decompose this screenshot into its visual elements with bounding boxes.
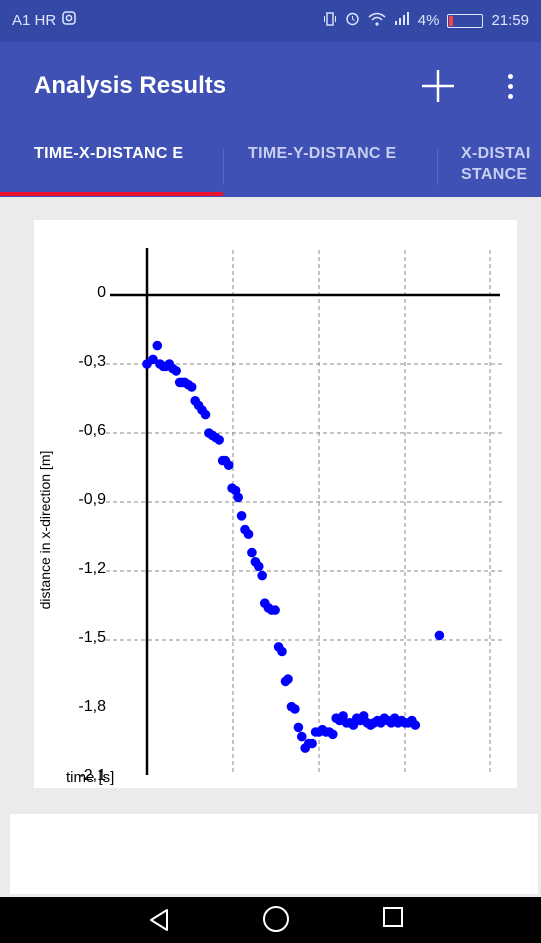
x-axis-label: time [s]	[66, 769, 114, 786]
overflow-menu-button[interactable]	[496, 64, 524, 108]
data-point	[243, 529, 254, 539]
y-tick-label: -0,3	[78, 353, 106, 370]
data-points	[142, 340, 445, 753]
data-point	[270, 605, 280, 615]
data-point	[247, 547, 257, 558]
data-point	[277, 646, 287, 657]
data-point	[200, 409, 211, 420]
y-tick-label: -1,8	[78, 698, 106, 715]
instagram-icon	[62, 11, 76, 29]
data-point	[283, 674, 293, 684]
data-point	[214, 435, 224, 445]
chart-card: 0 -0,3 -0,6 -0,9 -1,2 -1,5 -1,8 -2,1 distance i…	[34, 220, 517, 788]
data-point	[328, 729, 338, 740]
alarm-icon	[345, 11, 360, 30]
data-point	[186, 382, 197, 392]
add-button[interactable]	[416, 64, 460, 108]
chart-grid	[106, 250, 504, 775]
y-tick-label: -0,6	[78, 422, 106, 439]
status-bar: A1 HR 4% 21:59	[0, 0, 541, 42]
data-point	[254, 561, 264, 572]
data-point	[152, 340, 163, 351]
back-icon	[150, 909, 168, 931]
chart-axes	[110, 248, 500, 775]
tab-bar: TIME-X-DISTANC E TIME-Y-DISTANC E X-DIST…	[0, 137, 541, 197]
tab-label: TIME-Y-DISTANC E	[248, 145, 397, 162]
y-tick-label: -1,2	[78, 560, 106, 577]
data-point	[236, 511, 247, 521]
y-tick-label: 0	[97, 284, 106, 301]
tab-label: TIME-X-DISTANC E	[34, 145, 184, 162]
data-point	[223, 460, 234, 470]
navigation-bar	[0, 897, 541, 943]
data-point	[148, 354, 158, 365]
selected-tab-indicator	[0, 192, 223, 196]
tab-x-distance-y-distance[interactable]: X-DISTAI STANCE	[461, 137, 541, 197]
wifi-icon	[368, 12, 386, 30]
more-vertical-icon	[507, 73, 513, 79]
vibrate-icon	[323, 11, 337, 30]
clock: 21:59	[491, 12, 529, 29]
y-axis-label: distance in x-direction [m]	[37, 451, 53, 610]
battery-icon	[447, 13, 484, 28]
page-title: Analysis Results	[34, 72, 227, 99]
home-button[interactable]	[263, 906, 289, 932]
app-bar: Analysis Results	[0, 42, 541, 137]
carrier-label: A1 HR	[12, 11, 57, 29]
data-point	[434, 630, 445, 641]
y-tick-label: -1,5	[78, 629, 106, 646]
back-button[interactable]	[148, 908, 170, 937]
tab-label: X-DISTAI STANCE	[461, 145, 531, 183]
tab-divider	[437, 149, 438, 185]
tab-divider	[223, 149, 224, 185]
data-point	[297, 731, 307, 742]
data-point	[257, 570, 267, 581]
plus-icon	[422, 70, 454, 102]
data-point	[307, 738, 317, 749]
data-point	[171, 366, 181, 376]
y-tick-label: -2,1	[78, 767, 106, 784]
scatter-chart[interactable]: 0 -0,3 -0,6 -0,9 -1,2 -1,5 -1,8 -2,1 distance i…	[34, 220, 517, 788]
content-area: 0 -0,3 -0,6 -0,9 -1,2 -1,5 -1,8 -2,1 distance i…	[0, 197, 541, 897]
bottom-card	[10, 814, 538, 894]
signal-icon	[394, 12, 410, 29]
data-point	[410, 720, 421, 730]
battery-percent: 4%	[417, 12, 440, 29]
recent-apps-button[interactable]	[383, 907, 403, 927]
y-tick-labels: 0 -0,3 -0,6 -0,9 -1,2 -1,5 -1,8 -2,1	[78, 284, 106, 784]
data-point	[233, 492, 243, 503]
y-tick-label: -0,9	[78, 491, 106, 508]
data-point	[290, 704, 300, 714]
data-point	[293, 722, 304, 733]
